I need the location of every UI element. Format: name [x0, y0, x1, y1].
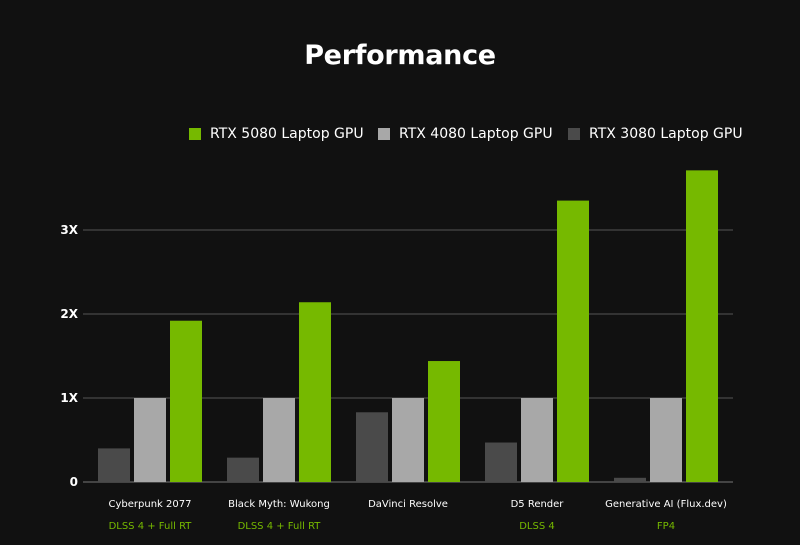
legend-label-rtx-4080: RTX 4080 Laptop GPU: [399, 126, 553, 142]
bar-3-2: [557, 200, 589, 482]
bar-3-1: [521, 398, 553, 482]
x-sublabel-0: DLSS 4 + Full RT: [109, 521, 193, 532]
x-tick-label-1: Black Myth: Wukong: [228, 499, 330, 510]
bar-1-2: [299, 302, 331, 482]
y-tick-label-3: 3X: [60, 223, 78, 237]
chart-title: Performance: [304, 40, 496, 71]
bar-0-2: [170, 320, 202, 482]
bar-0-1: [134, 398, 166, 482]
legend-item-rtx-3080: RTX 3080 Laptop GPU: [568, 126, 743, 142]
legend-item-rtx-4080: RTX 4080 Laptop GPU: [378, 126, 553, 142]
x-sublabel-4: FP4: [657, 521, 675, 532]
x-sublabel-1: DLSS 4 + Full RT: [238, 521, 322, 532]
bar-3-0: [485, 442, 517, 482]
x-tick-label-2: DaVinci Resolve: [368, 499, 448, 510]
bar-1-0: [227, 457, 259, 482]
y-tick-label-2: 2X: [60, 307, 78, 321]
y-tick-label-1: 1X: [60, 391, 78, 405]
chart-legend: RTX 5080 Laptop GPU RTX 4080 Laptop GPU …: [0, 126, 800, 146]
bar-2-2: [428, 361, 460, 482]
x-sublabel-3: DLSS 4: [519, 521, 555, 532]
bar-2-0: [356, 412, 388, 482]
legend-swatch-rtx-3080: [568, 128, 580, 140]
legend-item-rtx-5080: RTX 5080 Laptop GPU: [189, 126, 364, 142]
bar-4-2: [686, 170, 718, 483]
x-tick-label-0: Cyberpunk 2077: [109, 499, 192, 510]
x-tick-label-3: D5 Render: [511, 499, 565, 510]
x-tick-label-4: Generative AI (Flux.dev): [605, 499, 727, 510]
bar-4-1: [650, 398, 682, 482]
bar-4-0: [614, 477, 646, 482]
bar-2-1: [392, 398, 424, 482]
legend-swatch-rtx-5080: [189, 128, 201, 140]
legend-label-rtx-5080: RTX 5080 Laptop GPU: [210, 126, 364, 142]
y-tick-label-0: 0: [70, 475, 78, 489]
bar-0-0: [98, 448, 130, 482]
legend-swatch-rtx-4080: [378, 128, 390, 140]
legend-label-rtx-3080: RTX 3080 Laptop GPU: [589, 126, 743, 142]
bar-1-1: [263, 398, 295, 482]
